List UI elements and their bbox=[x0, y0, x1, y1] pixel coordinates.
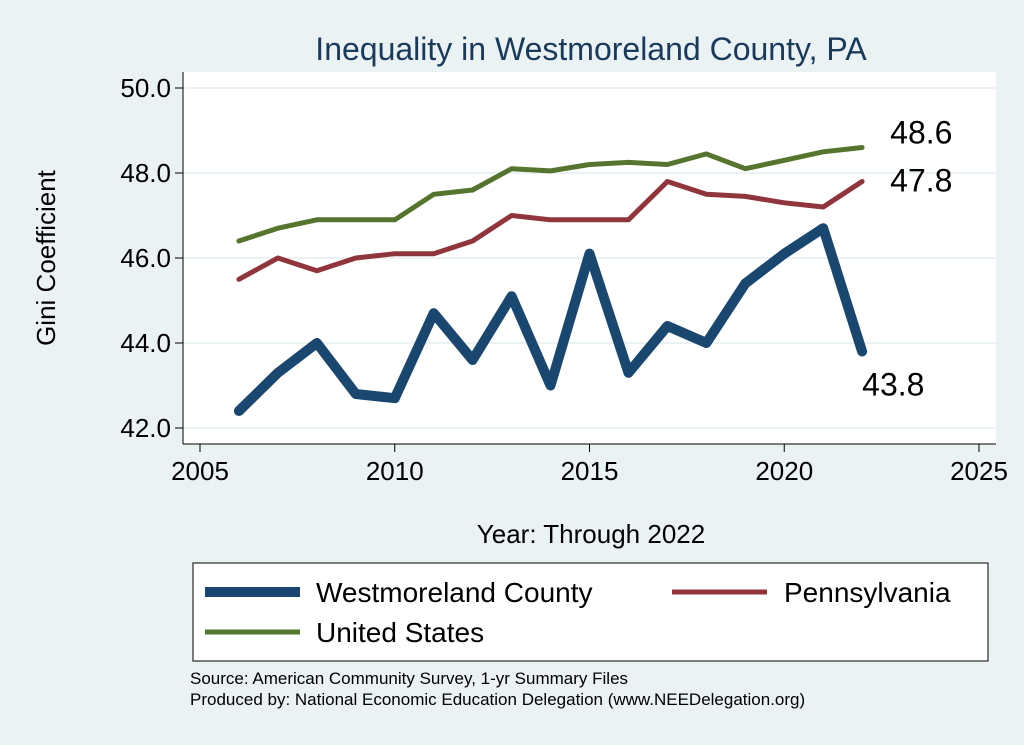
x-ticks: 2005 2010 2015 2020 2025 bbox=[171, 444, 1008, 486]
legend-box bbox=[192, 562, 989, 662]
producer-note: Produced by: National Economic Education… bbox=[190, 690, 806, 709]
source-note: Source: American Community Survey, 1-yr … bbox=[190, 669, 629, 688]
x-tick-label: 2020 bbox=[755, 456, 813, 486]
series-line-pennsylvania bbox=[236, 179, 865, 282]
y-tick-label: 46.0 bbox=[120, 243, 171, 273]
series-line-united-states bbox=[236, 145, 865, 244]
y-tick-label: 48.0 bbox=[120, 158, 171, 188]
end-label-westmoreland: 43.8 bbox=[862, 367, 924, 403]
series-lines bbox=[233, 145, 868, 416]
y-tick-label: 50.0 bbox=[120, 73, 171, 103]
y-tick-label: 42.0 bbox=[120, 413, 171, 443]
y-tick-label: 44.0 bbox=[120, 328, 171, 358]
x-tick-label: 2025 bbox=[950, 456, 1008, 486]
y-axis-label: Gini Coefficient bbox=[31, 169, 61, 346]
end-label-united-states: 48.6 bbox=[890, 115, 952, 151]
series-line-westmoreland bbox=[233, 223, 868, 416]
y-ticks: 42.0 44.0 46.0 48.0 50.0 bbox=[120, 73, 183, 443]
legend-label-united-states: United States bbox=[316, 617, 484, 648]
legend-label-pennsylvania: Pennsylvania bbox=[784, 577, 951, 608]
x-tick-label: 2005 bbox=[171, 456, 229, 486]
x-tick-label: 2010 bbox=[366, 456, 424, 486]
x-tick-label: 2015 bbox=[561, 456, 619, 486]
end-labels: 43.8 47.8 48.6 bbox=[862, 115, 952, 403]
end-label-pennsylvania: 47.8 bbox=[890, 163, 952, 199]
legend: Westmoreland County Pennsylvania United … bbox=[192, 562, 989, 662]
legend-label-westmoreland: Westmoreland County bbox=[316, 577, 593, 608]
chart-title: Inequality in Westmoreland County, PA bbox=[315, 31, 867, 67]
x-axis-label: Year: Through 2022 bbox=[477, 519, 705, 549]
